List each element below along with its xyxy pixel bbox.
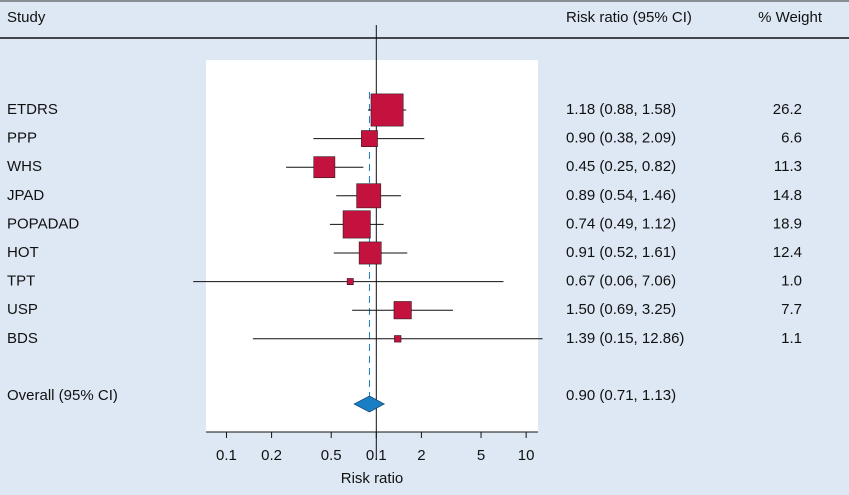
weight-label: 26.2 [773,101,802,118]
x-tick-label: 0.2 [261,447,282,464]
ci-label: 0.74 (0.49, 1.12) [566,215,676,232]
study-label: ETDRS [7,101,58,118]
study-label: TPT [7,273,35,290]
effect-box [342,210,371,239]
ci-label: 0.91 (0.52, 1.61) [566,244,676,261]
column-header: % Weight [758,9,823,26]
study-label: HOT [7,244,39,261]
x-tick-label: 2 [417,447,425,464]
study-label: JPAD [7,187,44,204]
ci-label: 0.67 (0.06, 7.06) [566,273,676,290]
weight-label: 12.4 [773,244,802,261]
ci-label: 0.89 (0.54, 1.46) [566,187,676,204]
effect-box [346,278,354,286]
study-label: POPADAD [7,215,79,232]
x-tick-label: 5 [477,447,485,464]
column-header: Study [7,9,46,26]
effect-box [361,130,378,147]
overall-ci-label: 0.90 (0.71, 1.13) [566,387,676,404]
study-label: WHS [7,158,42,175]
ci-label: 1.50 (0.69, 3.25) [566,301,676,318]
study-label: PPP [7,130,37,147]
ci-label: 0.45 (0.25, 0.82) [566,158,676,175]
weight-label: 7.7 [781,301,802,318]
ci-label: 0.90 (0.38, 2.09) [566,130,676,147]
effect-box [394,335,402,343]
weight-label: 1.0 [781,273,802,290]
overall-label: Overall (95% CI) [7,387,118,404]
overall-diamond [353,395,385,413]
effect-box [370,93,404,127]
x-tick-label: 0.1 [216,447,237,464]
column-header: Risk ratio (95% CI) [566,9,692,26]
weight-label: 1.1 [781,330,802,347]
ci-label: 1.18 (0.88, 1.58) [566,101,676,118]
ci-label: 1.39 (0.15, 12.86) [566,330,684,347]
effect-box [358,241,382,265]
effect-box [313,156,336,179]
x-axis-label: Risk ratio [341,470,404,487]
weight-label: 14.8 [773,187,802,204]
x-tick-label: 10 [518,447,535,464]
effect-box [356,183,382,209]
weight-label: 11.3 [774,158,802,175]
study-label: USP [7,301,38,318]
x-tick-label: 0.5 [321,447,342,464]
effect-box [393,301,412,320]
weight-label: 18.9 [773,215,802,232]
study-label: BDS [7,330,38,347]
weight-label: 6.6 [781,130,802,147]
